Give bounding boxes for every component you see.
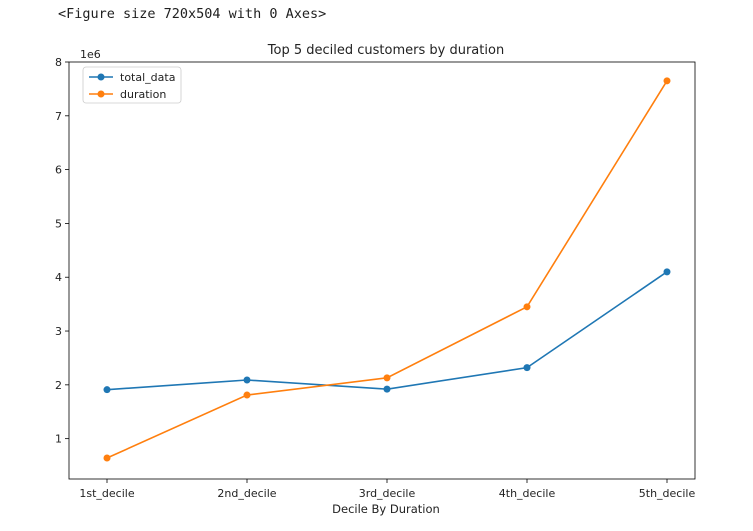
x-axis-title: Decile By Duration [332,502,440,516]
series-layer [103,77,671,462]
chart-title: Top 5 deciled customers by duration [267,43,504,58]
data-point-duration [663,77,671,85]
y-tick-label: 5 [55,217,62,230]
x-axis: 1st_decile 2nd_decile 3rd_decile 4th_decile… [79,479,695,500]
legend-label-duration: duration [120,88,166,101]
data-point-total_data [383,385,391,393]
data-point-duration [103,454,111,462]
legend-marker-total_data [97,73,105,81]
y-tick-label: 3 [55,325,62,338]
data-point-duration [383,374,391,382]
legend-marker-duration [97,90,105,98]
data-point-total_data [523,364,531,372]
y-tick-label: 1 [55,433,62,446]
y-tick-label: 6 [55,164,62,177]
data-point-total_data [663,268,671,276]
y-axis-offset-label: 1e6 [80,48,101,61]
data-point-duration [523,303,531,311]
y-tick-label: 4 [55,271,62,284]
data-point-total_data [243,376,251,384]
x-tick-label: 5th_decile [639,487,696,500]
x-tick-label: 4th_decile [499,487,556,500]
x-tick-label: 3rd_decile [359,487,416,500]
x-tick-label: 1st_decile [79,487,134,500]
y-tick-label: 8 [55,56,62,69]
y-tick-label: 2 [55,379,62,392]
legend-label-total_data: total_data [120,71,175,84]
data-point-duration [243,391,251,399]
plot-area-frame [68,61,696,480]
legend: total_data duration [82,66,182,104]
figure-size-output: <Figure size 720x504 with 0 Axes> [58,6,327,22]
y-axis: 1 2 3 4 5 6 7 8 [55,56,69,446]
x-tick-label: 2nd_decile [217,487,276,500]
data-point-total_data [103,386,111,394]
y-tick-label: 7 [55,110,62,123]
